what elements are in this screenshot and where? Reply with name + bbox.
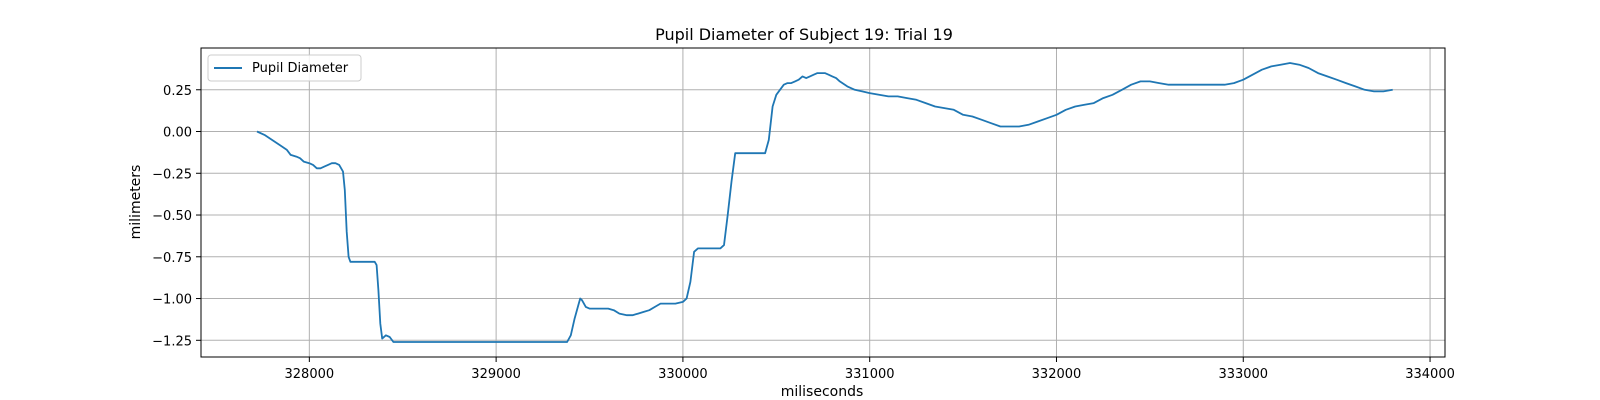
y-tick-label: −0.25 xyxy=(152,167,192,182)
y-tick-label: −0.75 xyxy=(152,251,192,266)
x-tick-label: 329000 xyxy=(471,367,521,382)
legend-box xyxy=(207,54,362,82)
legend-label: Pupil Diameter xyxy=(252,61,349,76)
x-tick-label: 328000 xyxy=(285,367,335,382)
gridlines xyxy=(201,48,1445,357)
y-tick-label: −1.25 xyxy=(152,334,192,349)
y-tick-label: −0.50 xyxy=(152,209,192,224)
y-tick-label: 0.25 xyxy=(163,84,192,99)
x-tick-label: 334000 xyxy=(1405,367,1455,382)
plot-frame xyxy=(200,47,1446,358)
y-tick-label: −1.00 xyxy=(152,293,192,308)
series-line-pupil-diameter xyxy=(256,62,1393,343)
series-layer xyxy=(256,62,1393,343)
x-axis-title: miliseconds xyxy=(781,384,864,400)
y-axis-title: milimeters xyxy=(128,165,144,240)
x-tick-label: 332000 xyxy=(1032,367,1082,382)
x-tick-label: 330000 xyxy=(658,367,708,382)
axis-ticks: 328000 329000 330000 331000 332000 333000 3340… xyxy=(152,84,1455,382)
x-tick-label: 331000 xyxy=(845,367,895,382)
x-tick-label: 333000 xyxy=(1218,367,1268,382)
legend: Pupil Diameter xyxy=(207,54,362,82)
y-tick-label: 0.00 xyxy=(163,126,192,141)
chart-title: Pupil Diameter of Subject 19: Trial 19 xyxy=(655,25,953,44)
